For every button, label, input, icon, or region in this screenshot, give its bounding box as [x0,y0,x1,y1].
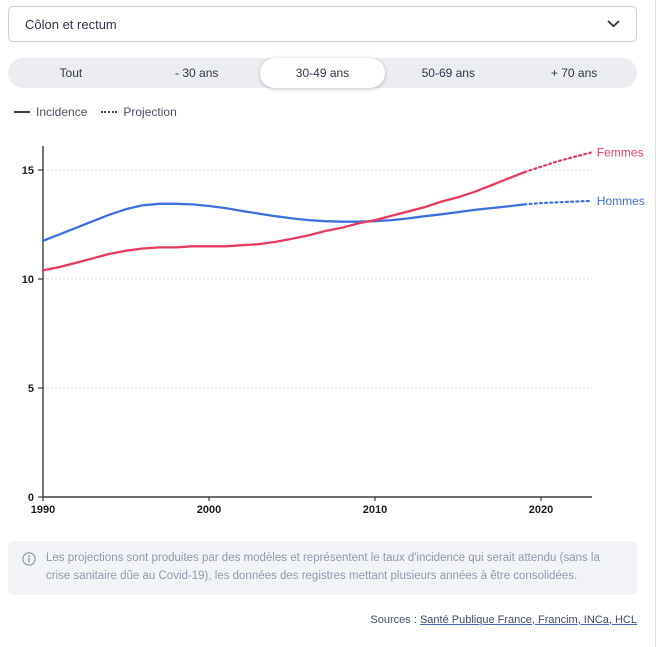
svg-text:Femmes: Femmes [597,146,644,160]
tab-30-49-ans[interactable]: 30-49 ans [259,58,386,88]
svg-text:2000: 2000 [197,504,221,516]
age-range-tabs: Tout - 30 ans 30-49 ans 50-69 ans + 70 a… [8,58,637,88]
incidence-line-chart: 0 5 10 15 1990 2000 2010 2020 Hommes Femmes [0,126,664,518]
projections-note-text: Les projections sont produites par des m… [46,552,600,582]
sources-prefix: Sources : [370,613,420,626]
solid-line-icon [14,111,30,113]
svg-text:0: 0 [28,492,34,504]
dotted-line-icon [101,111,118,113]
svg-text:1990: 1990 [31,504,55,516]
legend-incidence-label: Incidence [36,105,88,119]
tab-50-69-ans[interactable]: 50-69 ans [385,58,511,88]
svg-text:Hommes: Hommes [597,194,645,208]
svg-text:5: 5 [28,383,34,395]
cancer-site-select-value: Côlon et rectum [25,16,117,32]
cancer-site-select[interactable]: Côlon et rectum [8,6,637,42]
chevron-down-icon [607,20,620,28]
tab-tout[interactable]: Tout [8,58,134,88]
tab-plus-70-ans[interactable]: + 70 ans [511,58,637,88]
svg-text:10: 10 [22,274,34,286]
legend-item-projection: Projection [101,105,177,119]
svg-text:15: 15 [22,165,34,177]
incidence-line-chart-svg: 0 5 10 15 1990 2000 2010 2020 Hommes Femmes [22,146,645,516]
tab-moins-30-ans[interactable]: - 30 ans [134,58,260,88]
info-icon [22,552,36,573]
legend-projection-label: Projection [123,105,177,119]
sources-link[interactable]: Santé Publique France, Francim, INCa, HC… [419,613,637,626]
sources-line: Sources : Santé Publique France, Francim… [0,614,637,626]
chart-legend: Incidence Projection [14,104,664,120]
legend-item-incidence: Incidence [14,105,87,119]
svg-text:2010: 2010 [363,504,387,516]
svg-text:2020: 2020 [529,504,553,516]
projections-note: Les projections sont produites par des m… [8,541,637,595]
